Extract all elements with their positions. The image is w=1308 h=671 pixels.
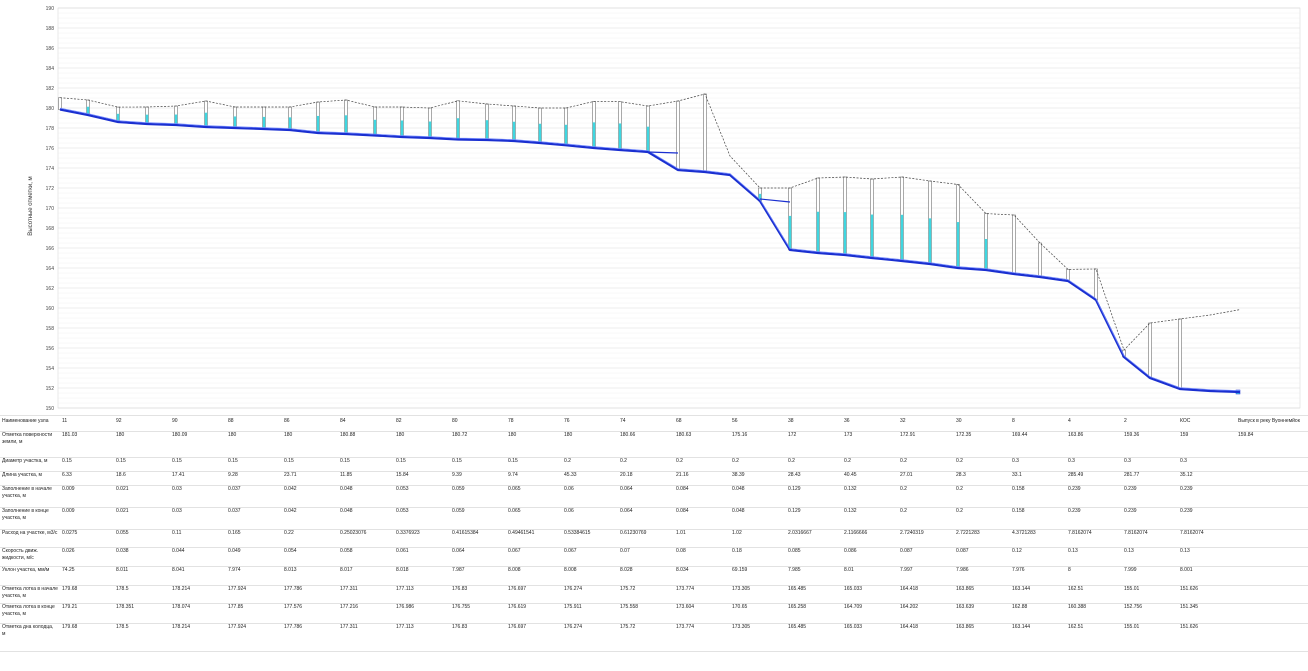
y-axis-label: Высотные отметки, м [28,176,34,235]
manhole-fill [984,238,988,270]
manhole-shaft [1038,242,1042,278]
manhole-fill [843,212,847,255]
y-tick-label: 158 [46,326,55,332]
manhole-fill [262,116,266,129]
manhole-fill [344,115,348,134]
manhole-fill [538,123,542,143]
y-tick-label: 154 [46,366,55,372]
manhole-shaft [58,97,62,110]
manhole-fill [316,115,320,133]
pipe-branch [759,198,791,203]
pipe-line [59,107,1241,394]
y-tick-label: 180 [46,106,55,112]
manhole-fill [512,121,516,141]
y-tick-label: 178 [46,126,55,132]
manhole-fill [646,126,650,152]
manhole-fill [288,117,292,130]
manhole-fill [233,116,237,128]
y-tick-label: 166 [46,246,55,252]
y-tick-label: 172 [46,186,55,192]
manhole-fill [145,114,149,124]
manhole-fill [592,122,596,148]
manhole-fill [204,112,208,127]
y-tick-label: 184 [46,66,55,72]
manhole-shaft [703,93,707,173]
y-tick-label: 152 [46,386,55,392]
manhole-fill [400,120,404,137]
pipe-crown-line [59,107,1241,391]
y-tick-label: 174 [46,166,55,172]
y-tick-label: 168 [46,226,55,232]
y-tick-label: 162 [46,286,55,292]
y-tick-label: 170 [46,206,55,212]
manhole-fill [816,211,820,253]
manhole-fill [928,218,932,264]
y-tick-label: 160 [46,306,55,312]
manhole-fill [86,106,90,115]
y-axis-ticks: 150 152 154 156 158 160 162 164 166 168 170 172 174 1… [46,6,55,412]
manhole-fill [116,113,120,122]
manhole-shaft [676,100,680,171]
y-tick-label: 176 [46,146,55,152]
grid [57,7,1301,409]
y-tick-label: 186 [46,46,55,52]
manhole-fill [870,214,874,258]
manhole-shaft [1178,318,1182,390]
manhole-fill [618,123,622,150]
y-tick-label: 156 [46,346,55,352]
manhole-fill [956,222,960,268]
y-tick-label: 164 [46,266,55,272]
y-tick-label: 182 [46,86,55,92]
manhole-shaft [1012,214,1016,275]
manhole-fill [485,120,489,140]
manhole-fill [174,114,178,125]
manhole-fill [900,214,904,261]
y-tick-label: 190 [46,6,55,12]
manhole-shaft [1094,268,1098,301]
manhole-fill [788,215,792,250]
pipe-branch [647,151,679,154]
manhole-shaft [1148,322,1152,379]
manhole-fill [373,119,377,136]
manhole-fill [758,193,762,201]
manhole-fill [428,121,432,138]
manhole-fill [564,124,568,146]
y-tick-label: 188 [46,26,55,32]
manhole-fill [456,118,460,140]
y-tick-label: 150 [46,406,55,412]
